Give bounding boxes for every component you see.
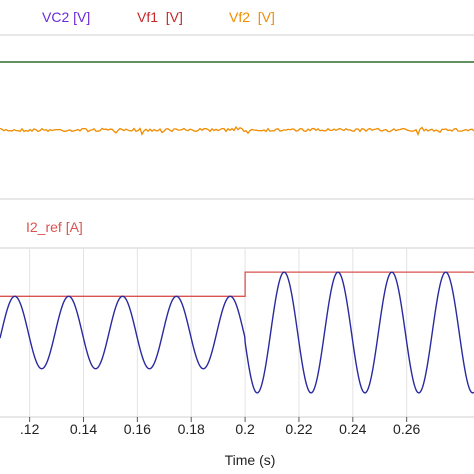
x-tick-label: 0.26 (393, 421, 420, 437)
x-tick-label: 0.24 (339, 421, 366, 437)
x-grid (29, 248, 408, 417)
series-i2-line (0, 271, 474, 394)
x-tick-label: 0.14 (70, 421, 97, 437)
bottom-panel: I2_ref [A] .12 0.14 0.16 0.18 0.2 0.22 0.24 0.2… (0, 219, 474, 468)
x-ticks: .12 0.14 0.16 0.18 0.2 0.22 0.24 0.26 (20, 417, 421, 437)
series-i2-ref-line (0, 271, 474, 297)
legend-vc2: VC2 [V] (42, 9, 90, 25)
x-tick-label: 0.2 (235, 421, 255, 437)
legend-vf1: Vf1 [V] (137, 9, 183, 25)
x-tick-label: 0.22 (285, 421, 312, 437)
top-panel: VC2 [V] Vf1 [V] Vf2 [V] (0, 9, 474, 200)
legend-vf2: Vf2 [V] (229, 9, 275, 25)
x-tick-label: .12 (20, 421, 40, 437)
x-axis-label: Time (s) (225, 452, 276, 468)
x-tick-label: 0.18 (178, 421, 205, 437)
x-tick-label: 0.16 (124, 421, 151, 437)
legend-i2-ref: I2_ref [A] (26, 219, 83, 235)
series-vf2-line (0, 125, 474, 137)
